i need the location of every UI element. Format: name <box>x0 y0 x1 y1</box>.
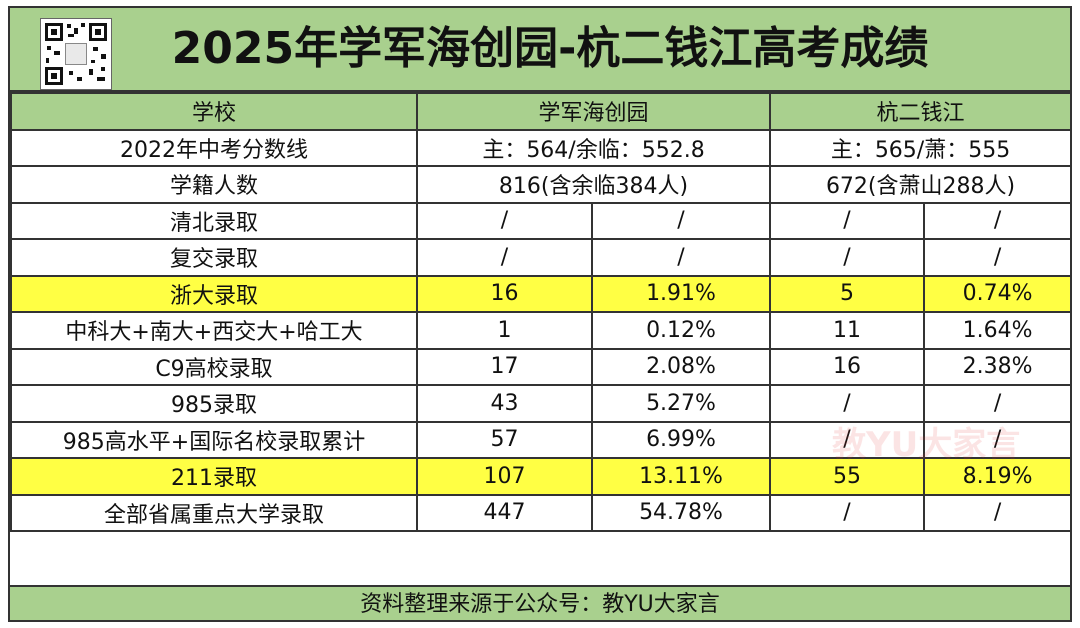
school-b-count: 5 <box>769 274 926 313</box>
enrollment-label: 学籍人数 <box>10 165 418 204</box>
school-a-count: / <box>416 201 593 240</box>
table-row: 211录取 107 13.11% 55 8.19% <box>10 457 1073 496</box>
table-row: 全部省属重点大学录取 447 54.78% / / <box>10 493 1073 532</box>
school-b-count: 16 <box>769 347 926 386</box>
header-row: 学校 学军海创园 杭二钱江 <box>10 92 1073 131</box>
table-row: 中科大+南大+西交大+哈工大 1 0.12% 11 1.64% <box>10 311 1073 350</box>
school-b-count: / <box>769 238 926 277</box>
school-a-percent: 1.91% <box>590 274 772 313</box>
watermark: 教YU大家言 <box>832 425 1021 465</box>
school-a-count: 43 <box>416 384 593 423</box>
school-a-percent: 5.27% <box>590 384 772 423</box>
table-row: C9高校录取 17 2.08% 16 2.38% <box>10 347 1073 386</box>
enrollment-b: 672(含萧山288人) <box>769 165 1073 204</box>
enrollment-a: 816(含余临384人) <box>415 165 772 204</box>
row-label: 211录取 <box>10 457 418 496</box>
footer-source: 资料整理来源于公众号：教YU大家言 <box>10 585 1070 620</box>
school-a-percent: / <box>590 238 772 277</box>
school-b-percent: / <box>923 201 1073 240</box>
school-a-count: 16 <box>416 274 593 313</box>
row-label: 985录取 <box>10 384 418 423</box>
table-row: 985录取 43 5.27% / / <box>10 384 1073 423</box>
row-label: 985高水平+国际名校录取累计 <box>10 420 418 459</box>
school-b-percent: 2.38% <box>923 347 1073 386</box>
school-a-percent: 54.78% <box>590 493 772 532</box>
school-a-count: 1 <box>416 311 593 350</box>
school-b-count: / <box>769 493 926 532</box>
school-a-count: 17 <box>416 347 593 386</box>
school-a-percent: 2.08% <box>590 347 772 386</box>
school-b-percent: / <box>923 384 1073 423</box>
header-school: 学校 <box>10 92 418 131</box>
school-a-percent: 0.12% <box>590 311 772 350</box>
school-a-percent: / <box>590 201 772 240</box>
avatar <box>65 43 87 65</box>
row-label: C9高校录取 <box>10 347 418 386</box>
cutoff-b: 主：565/萧：555 <box>769 128 1073 167</box>
school-b-count: 11 <box>769 311 926 350</box>
enrollment-row: 学籍人数 816(含余临384人) 672(含萧山288人) <box>10 165 1073 204</box>
school-b-count: / <box>769 201 926 240</box>
table-row: 复交录取 / / / / <box>10 238 1073 277</box>
school-b-percent: 0.74% <box>923 274 1073 313</box>
row-label: 浙大录取 <box>10 274 418 313</box>
cutoff-row: 2022年中考分数线 主：564/余临：552.8 主：565/萧：555 <box>10 128 1073 167</box>
header-school-b: 杭二钱江 <box>769 92 1073 131</box>
school-a-count: 447 <box>416 493 593 532</box>
cutoff-a: 主：564/余临：552.8 <box>415 128 772 167</box>
school-a-count: 57 <box>416 420 593 459</box>
score-table: 学校 学军海创园 杭二钱江 2022年中考分数线 主：564/余临：552.8 … <box>10 92 1073 532</box>
title-bar: 2025年学军海创园-杭二钱江高考成绩 <box>10 8 1070 92</box>
row-label: 复交录取 <box>10 238 418 277</box>
school-a-percent: 6.99% <box>590 420 772 459</box>
school-b-count: / <box>769 420 926 459</box>
page-title: 2025年学军海创园-杭二钱江高考成绩 <box>171 23 929 74</box>
school-b-percent: 8.19% <box>923 457 1073 496</box>
cutoff-label: 2022年中考分数线 <box>10 128 418 167</box>
table-row: 985高水平+国际名校录取累计 57 6.99% / / <box>10 420 1073 459</box>
school-b-percent: / <box>923 420 1073 459</box>
qr-code-icon <box>40 18 112 90</box>
table-row: 浙大录取 16 1.91% 5 0.74% <box>10 274 1073 313</box>
school-b-percent: 1.64% <box>923 311 1073 350</box>
school-a-count: 107 <box>416 457 593 496</box>
row-label: 清北录取 <box>10 201 418 240</box>
school-a-count: / <box>416 238 593 277</box>
header-school-a: 学军海创园 <box>415 92 772 131</box>
row-label: 全部省属重点大学录取 <box>10 493 418 532</box>
school-b-percent: / <box>923 238 1073 277</box>
school-b-count: 55 <box>769 457 926 496</box>
table-row: 清北录取 / / / / <box>10 201 1073 240</box>
school-b-count: / <box>769 384 926 423</box>
row-label: 中科大+南大+西交大+哈工大 <box>10 311 418 350</box>
school-b-percent: / <box>923 493 1073 532</box>
school-a-percent: 13.11% <box>590 457 772 496</box>
